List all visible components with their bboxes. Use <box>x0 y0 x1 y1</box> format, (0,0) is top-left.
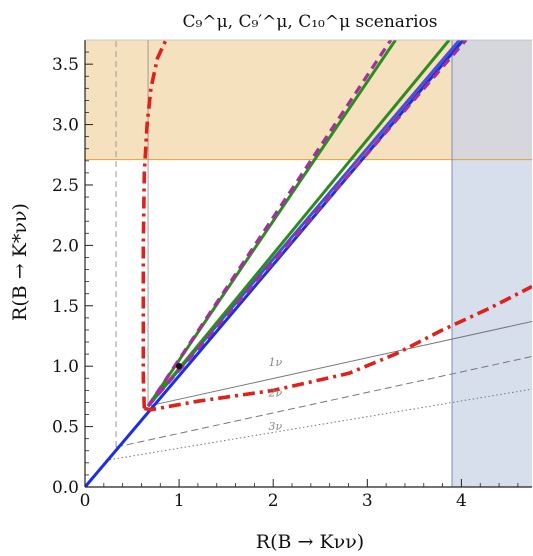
y-tick-label-6: 3.0 <box>52 116 79 136</box>
y-tick-label-5: 2.5 <box>52 176 79 196</box>
x-tick-label-4: 4 <box>456 491 467 511</box>
neutrino-line-3 <box>105 388 532 461</box>
excluded-regions <box>85 40 532 487</box>
x-tick-label-3: 3 <box>362 491 373 511</box>
neutrino-line-1 <box>147 321 532 407</box>
y-tick-label-0: 0.0 <box>52 478 79 498</box>
y-tick-label-2: 1.0 <box>52 357 79 377</box>
series-line-4 <box>146 40 451 408</box>
neutrino-label-1: 1ν <box>269 356 283 369</box>
neutrino-label-3: 3ν <box>269 420 283 433</box>
y-axis-title: R(B → K*νν) <box>9 203 31 321</box>
x-tick-label-0: 0 <box>80 491 91 511</box>
y-tick-label-7: 3.5 <box>52 55 79 75</box>
x-tick-label-1: 1 <box>174 491 185 511</box>
neutrino-label-2: 2ν <box>268 386 283 399</box>
y-tick-label-3: 1.5 <box>52 297 79 317</box>
sm-point-marker <box>175 362 183 370</box>
series-line-1 <box>85 40 465 487</box>
series-line-3 <box>146 40 397 407</box>
x-tick-label-2: 2 <box>268 491 279 511</box>
y-tick-label-1: 0.5 <box>52 418 79 438</box>
series-line-6 <box>146 40 468 408</box>
chart-title: C₉^μ, C₉′^μ, C₁₀^μ scenarios <box>183 12 438 32</box>
neutrino-line-2 <box>115 356 532 448</box>
series-group <box>85 40 532 487</box>
x-axis-title: R(B → Kνν) <box>256 531 364 553</box>
axis-ticks: 0 1 2 3 4 0.0 0.5 1.0 1.5 2.0 2.5 3.0 3.5 <box>52 51 519 511</box>
series-line-7 <box>141 40 168 409</box>
series-line-5 <box>146 40 393 407</box>
excluded-region-2 <box>452 40 532 487</box>
y-tick-label-4: 2.0 <box>52 236 79 256</box>
series-line-8 <box>143 284 532 412</box>
plot-frame <box>84 39 532 488</box>
